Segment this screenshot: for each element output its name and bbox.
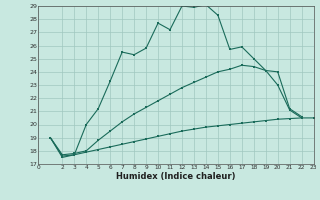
X-axis label: Humidex (Indice chaleur): Humidex (Indice chaleur) — [116, 172, 236, 181]
